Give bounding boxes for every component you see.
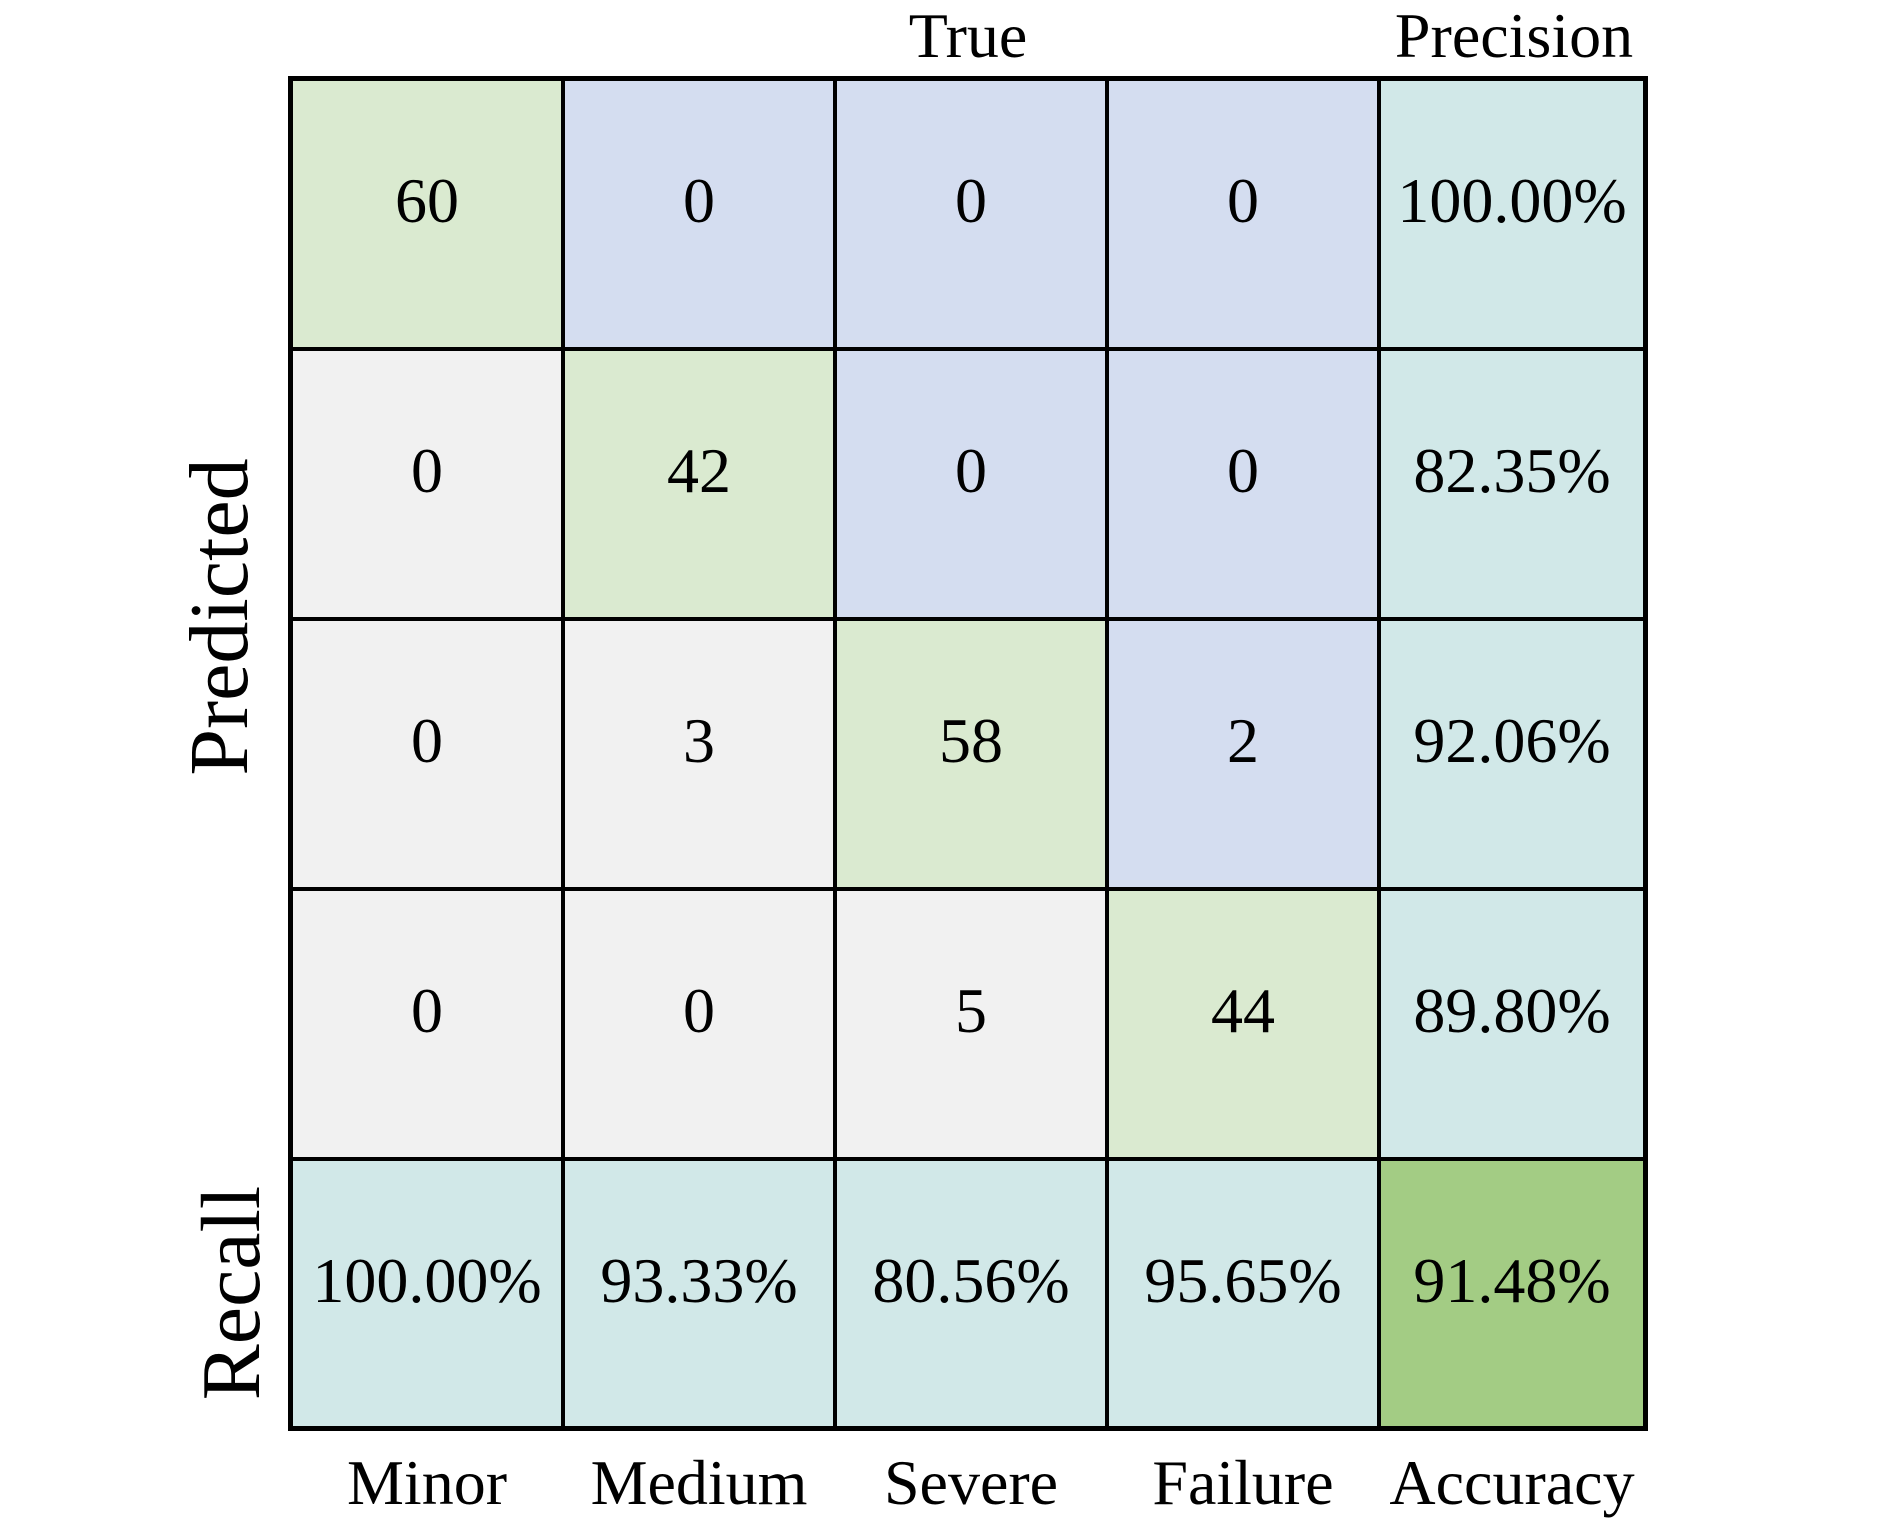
cell-value: 5 xyxy=(955,975,987,1046)
cell-value: 93.33% xyxy=(600,1244,798,1316)
precision-cell: 92.06% xyxy=(1381,621,1643,887)
recall-cell: 93.33% xyxy=(565,1161,833,1426)
matrix-cell: 5 xyxy=(837,891,1105,1157)
accuracy-cell: 91.48% xyxy=(1381,1161,1643,1426)
matrix-cell: 0 xyxy=(565,81,833,347)
matrix-cell-diagonal: 60 xyxy=(293,81,561,347)
matrix-cell: 0 xyxy=(837,81,1105,347)
precision-cell: 100.00% xyxy=(1381,81,1643,347)
cell-value: 2 xyxy=(1227,705,1259,776)
matrix-cell: 2 xyxy=(1109,621,1377,887)
cell-value: 0 xyxy=(683,975,715,1046)
cell-value: 95.65% xyxy=(1144,1244,1342,1316)
cell-value: 0 xyxy=(411,975,443,1046)
matrix-cell: 0 xyxy=(565,891,833,1157)
column-footer-labels: Minor Medium Severe Failure Accuracy xyxy=(0,1443,1890,1523)
class-label-accuracy: Accuracy xyxy=(1389,1447,1635,1518)
confusion-matrix-grid: 60 0 0 0 100.00% 0 42 0 0 82.35% 0 3 58 2 92.06% 0 0 5 44 8… xyxy=(288,76,1648,1431)
cell-value: 82.35% xyxy=(1413,435,1611,506)
class-label-failure: Failure xyxy=(1152,1447,1334,1518)
matrix-cell-diagonal: 58 xyxy=(837,621,1105,887)
cell-value: 91.48% xyxy=(1413,1244,1611,1316)
matrix-cell: 0 xyxy=(1109,351,1377,617)
recall-cell: 100.00% xyxy=(293,1161,561,1426)
precision-cell: 89.80% xyxy=(1381,891,1643,1157)
cell-value: 0 xyxy=(1227,435,1259,506)
matrix-cell: 0 xyxy=(293,351,561,617)
cell-value: 60 xyxy=(395,165,459,236)
cell-value: 80.56% xyxy=(872,1244,1070,1316)
class-label-medium: Medium xyxy=(590,1447,808,1518)
cell-value: 100.00% xyxy=(312,1244,542,1316)
class-label-minor: Minor xyxy=(347,1447,507,1518)
cell-value: 0 xyxy=(1227,165,1259,236)
cell-value: 58 xyxy=(939,705,1003,776)
recall-cell: 80.56% xyxy=(837,1161,1105,1426)
cell-value: 3 xyxy=(683,705,715,776)
matrix-cell-diagonal: 42 xyxy=(565,351,833,617)
cell-value: 92.06% xyxy=(1413,705,1611,776)
precision-cell: 82.35% xyxy=(1381,351,1643,617)
cell-value: 0 xyxy=(955,165,987,236)
matrix-cell: 3 xyxy=(565,621,833,887)
class-label-severe: Severe xyxy=(883,1447,1059,1518)
cell-value: 89.80% xyxy=(1413,975,1611,1046)
cell-value: 42 xyxy=(667,435,731,506)
matrix-cell: 0 xyxy=(837,351,1105,617)
matrix-cell-diagonal: 44 xyxy=(1109,891,1377,1157)
predicted-axis-title: Predicted xyxy=(173,458,266,776)
cell-value: 0 xyxy=(411,435,443,506)
matrix-cell: 0 xyxy=(1109,81,1377,347)
recall-row-header: Recall xyxy=(185,1185,278,1401)
cell-value: 44 xyxy=(1211,975,1275,1046)
cell-value: 0 xyxy=(955,435,987,506)
cell-value: 0 xyxy=(411,705,443,776)
matrix-cell: 0 xyxy=(293,621,561,887)
precision-column-header: Precision xyxy=(1394,0,1634,71)
recall-cell: 95.65% xyxy=(1109,1161,1377,1426)
matrix-cell: 0 xyxy=(293,891,561,1157)
cell-value: 100.00% xyxy=(1397,165,1627,236)
true-axis-title: True xyxy=(908,0,1028,71)
cell-value: 0 xyxy=(683,165,715,236)
